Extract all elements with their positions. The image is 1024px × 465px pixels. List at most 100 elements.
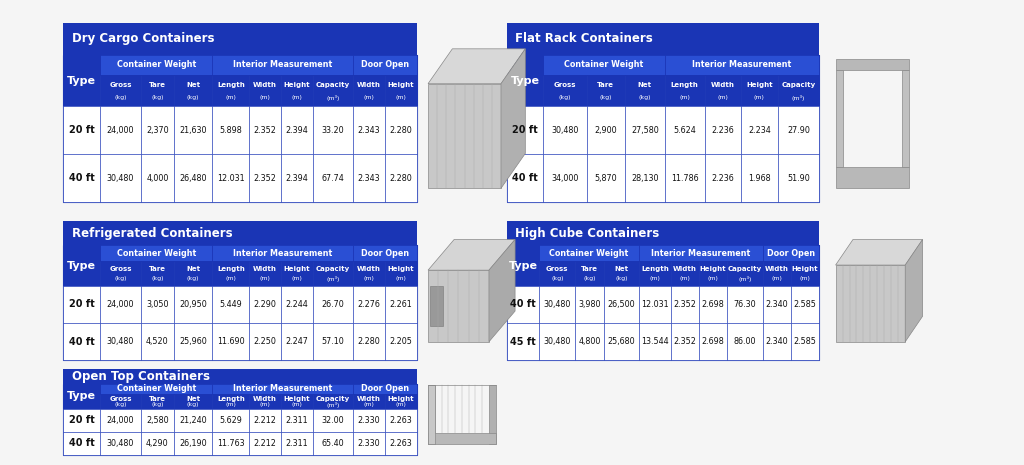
Bar	[63, 154, 100, 202]
Bar	[100, 106, 141, 154]
Text: 3,980: 3,980	[579, 300, 601, 309]
Bar	[625, 75, 665, 106]
Bar	[212, 432, 249, 455]
Text: 12.031: 12.031	[217, 174, 245, 183]
Bar	[353, 323, 385, 360]
Text: (kg): (kg)	[152, 95, 164, 100]
Text: 27.90: 27.90	[786, 126, 810, 135]
Bar	[63, 384, 100, 409]
Text: Net: Net	[186, 266, 200, 272]
Text: 2,900: 2,900	[595, 126, 617, 135]
Text: 2.311: 2.311	[286, 439, 308, 448]
Text: 2.250: 2.250	[254, 337, 276, 346]
Bar	[385, 75, 417, 106]
Bar	[699, 286, 727, 323]
Text: 11.690: 11.690	[217, 337, 245, 346]
Text: (m): (m)	[292, 402, 302, 407]
Bar	[665, 154, 705, 202]
Bar	[141, 286, 174, 323]
Bar	[430, 286, 442, 326]
Text: Net: Net	[186, 82, 200, 88]
Text: Interior Measurement: Interior Measurement	[233, 60, 333, 69]
Bar	[902, 70, 909, 167]
Bar	[385, 409, 417, 432]
Text: 40 ft: 40 ft	[512, 173, 538, 183]
Text: (m): (m)	[364, 402, 375, 407]
Text: Width: Width	[673, 266, 697, 272]
Bar	[312, 106, 353, 154]
Text: 2.352: 2.352	[674, 300, 696, 309]
Bar	[587, 75, 625, 106]
Bar	[507, 154, 544, 202]
Text: 45 ft: 45 ft	[510, 337, 536, 347]
Text: 25,960: 25,960	[179, 337, 207, 346]
Text: 40 ft: 40 ft	[69, 337, 95, 347]
Bar	[141, 323, 174, 360]
Polygon shape	[836, 239, 923, 265]
Text: 30,480: 30,480	[106, 337, 134, 346]
Text: (kg): (kg)	[152, 402, 164, 407]
Bar	[100, 323, 141, 360]
Text: Capacity: Capacity	[781, 82, 815, 88]
Bar	[507, 23, 819, 54]
Bar	[507, 246, 819, 360]
Bar	[699, 323, 727, 360]
Bar	[727, 286, 763, 323]
Bar	[544, 106, 587, 154]
Text: 2,370: 2,370	[146, 126, 169, 135]
Text: 40 ft: 40 ft	[510, 299, 536, 309]
Text: Type: Type	[68, 391, 96, 401]
Bar	[141, 409, 174, 432]
Bar	[507, 106, 544, 154]
Bar	[212, 75, 249, 106]
Text: Capacity: Capacity	[315, 82, 350, 88]
Text: (kg): (kg)	[615, 276, 628, 281]
Bar	[489, 385, 496, 444]
Bar	[705, 75, 741, 106]
Text: 2.244: 2.244	[286, 300, 308, 309]
Text: Open Top Containers: Open Top Containers	[72, 370, 210, 383]
Text: 2.352: 2.352	[674, 337, 696, 346]
Bar	[741, 154, 777, 202]
Text: 20 ft: 20 ft	[69, 415, 95, 425]
Text: (kg): (kg)	[152, 276, 164, 281]
Text: Tare: Tare	[148, 82, 166, 88]
Text: 2.234: 2.234	[748, 126, 771, 135]
Bar	[763, 246, 819, 261]
Bar	[741, 75, 777, 106]
Bar	[705, 154, 741, 202]
Text: 2.212: 2.212	[254, 416, 276, 425]
Bar	[212, 54, 353, 75]
Text: 2.276: 2.276	[357, 300, 381, 309]
Text: (m): (m)	[395, 276, 407, 281]
Text: 24,000: 24,000	[106, 416, 134, 425]
Text: Gross: Gross	[110, 396, 132, 401]
Text: (kg): (kg)	[186, 276, 200, 281]
Text: Net: Net	[638, 82, 652, 88]
Text: Interior Measurement: Interior Measurement	[233, 249, 333, 258]
Polygon shape	[428, 49, 525, 84]
Bar	[174, 409, 212, 432]
Text: (m): (m)	[649, 276, 660, 281]
Bar	[141, 432, 174, 455]
Text: Net: Net	[186, 396, 200, 401]
Text: 4,000: 4,000	[146, 174, 169, 183]
Bar	[777, 106, 819, 154]
Bar	[63, 409, 100, 432]
Text: High Cube Containers: High Cube Containers	[515, 226, 659, 239]
Text: Container Weight: Container Weight	[117, 249, 196, 258]
Text: 5.449: 5.449	[219, 300, 243, 309]
Text: (m): (m)	[260, 95, 270, 100]
Text: 5.629: 5.629	[219, 416, 243, 425]
Bar	[639, 261, 671, 286]
Text: Tare: Tare	[582, 266, 598, 272]
Text: Door Open: Door Open	[361, 249, 410, 258]
Text: (m): (m)	[680, 276, 690, 281]
Bar	[792, 323, 819, 360]
Bar	[212, 394, 249, 409]
Text: Width: Width	[357, 82, 381, 88]
Text: 2.236: 2.236	[712, 126, 734, 135]
Bar	[100, 261, 141, 286]
Text: (m): (m)	[718, 95, 728, 100]
Bar	[249, 286, 281, 323]
